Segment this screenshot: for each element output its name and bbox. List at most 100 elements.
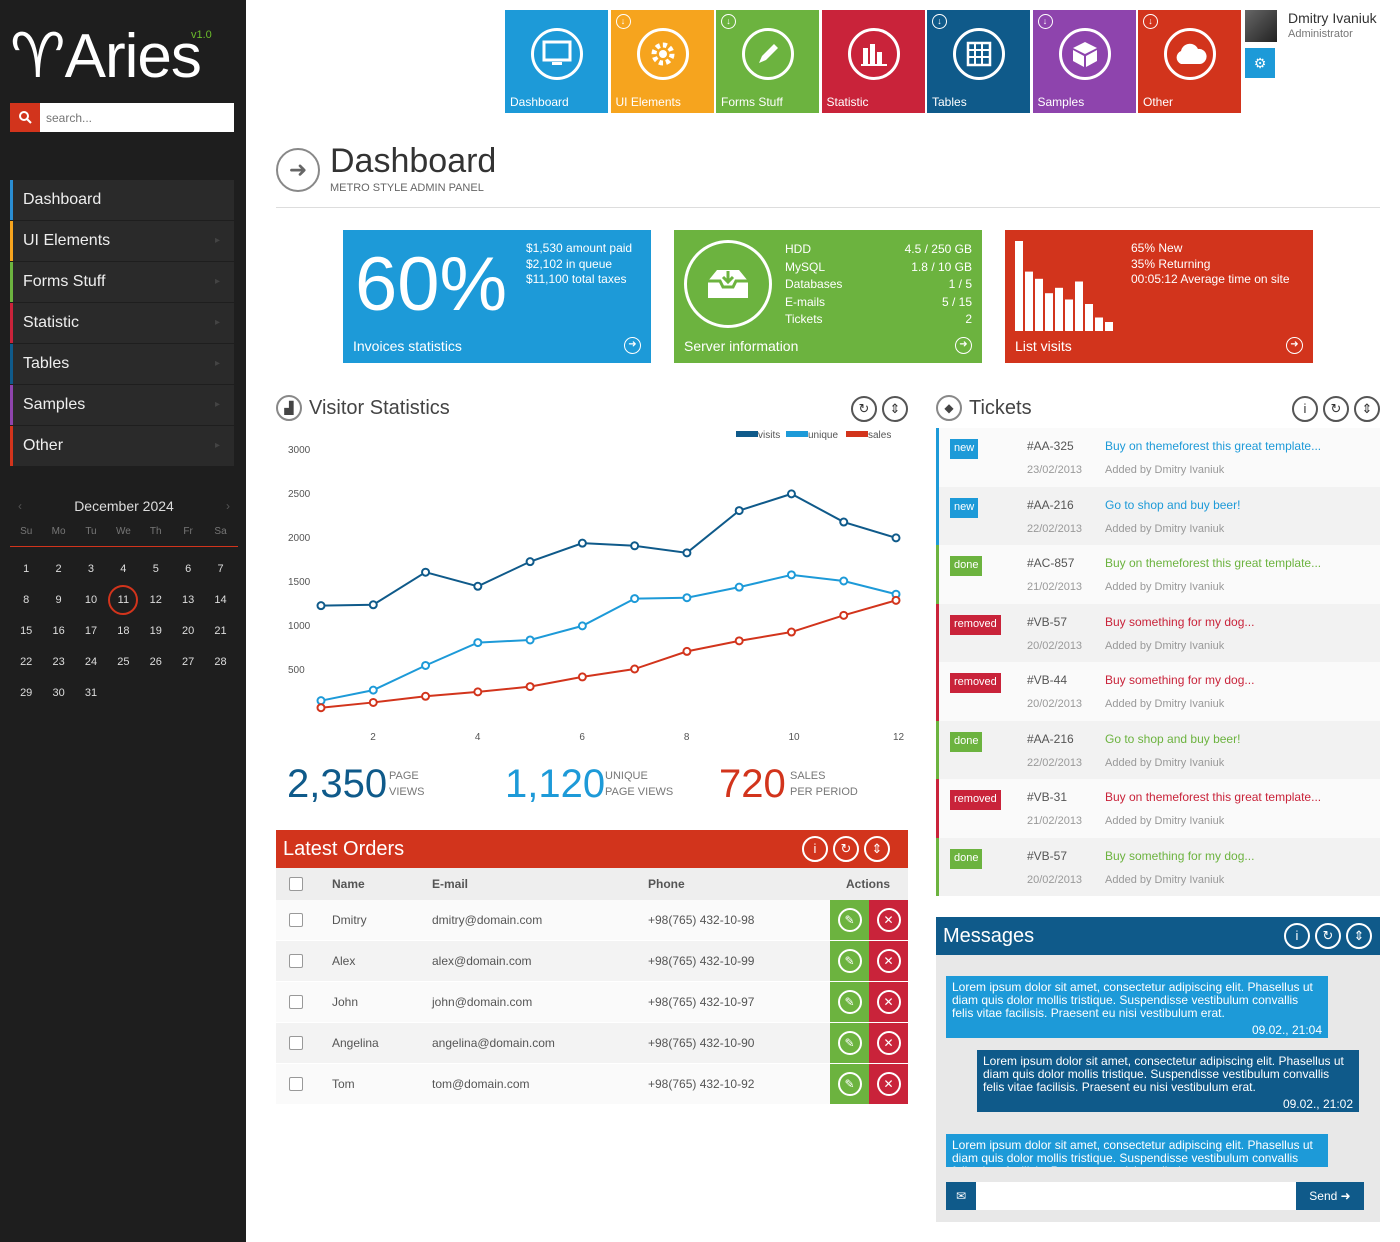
calendar-day[interactable]: 25 <box>117 656 130 668</box>
ticket-title-link[interactable]: Buy on themeforest this great template..… <box>1105 439 1322 453</box>
collapse-icon[interactable]: ⇕ <box>882 396 908 422</box>
calendar-day[interactable]: 19 <box>149 625 162 637</box>
ticket-title-link[interactable]: Go to shop and buy beer! <box>1105 731 1241 746</box>
calendar-day[interactable]: 29 <box>20 687 33 699</box>
arrow-right-icon[interactable]: ➜ <box>1286 337 1303 354</box>
server-stat-block[interactable]: HDD 4.5 / 250 GB MySQL 1.8 / 10 GB Databases… <box>674 230 982 363</box>
calendar-day[interactable]: 4 <box>120 563 127 575</box>
row-checkbox[interactable] <box>289 1077 303 1092</box>
sidebar-item-forms-stuff[interactable]: Forms Stuff ▸ <box>10 262 234 302</box>
calendar-day[interactable]: 12 <box>149 594 162 606</box>
calendar-day[interactable]: 6 <box>185 563 192 575</box>
ticket-item[interactable]: new #AA-325 23/02/2013 Buy on themeforest t… <box>936 428 1380 487</box>
calendar-day[interactable]: 27 <box>182 656 195 668</box>
user-name[interactable]: Dmitry Ivaniuk <box>1288 10 1377 26</box>
calendar-day[interactable]: 1 <box>23 563 30 575</box>
send-button[interactable]: Send ➜ <box>1296 1182 1364 1210</box>
sidebar-item-dashboard[interactable]: Dashboard <box>10 180 234 220</box>
tile-forms-stuff[interactable]: ↓ Forms Stuff <box>716 10 819 113</box>
row-checkbox[interactable] <box>289 954 303 969</box>
ticket-item[interactable]: done #VB-57 20/02/2013 Buy something for my… <box>936 837 1380 896</box>
col-name[interactable]: Name <box>332 868 432 900</box>
calendar-day[interactable]: 10 <box>84 594 98 606</box>
ticket-item[interactable]: removed #VB-44 20/02/2013 Buy something for… <box>936 662 1380 721</box>
calendar-day[interactable]: 9 <box>55 594 62 606</box>
tile-other[interactable]: ↓ Other <box>1138 10 1241 113</box>
sidebar-item-ui-elements[interactable]: UI Elements ▸ <box>10 221 234 261</box>
sidebar-item-statistic[interactable]: Statistic ▸ <box>10 303 234 343</box>
ticket-title-link[interactable]: Buy something for my dog... <box>1105 614 1255 629</box>
calendar-day[interactable]: 3 <box>87 563 95 575</box>
calendar-day[interactable]: 8 <box>23 594 30 606</box>
calendar-day[interactable]: 22 <box>20 656 33 668</box>
ticket-title-link[interactable]: Buy on themeforest this great template..… <box>1105 790 1322 804</box>
calendar-day[interactable]: 2 <box>55 563 62 575</box>
calendar-day[interactable]: 21 <box>214 625 227 637</box>
calendar-day[interactable]: 13 <box>182 594 195 606</box>
col-email[interactable]: E-mail <box>432 868 648 900</box>
calendar-day[interactable]: 24 <box>84 656 98 668</box>
edit-button[interactable]: ✎ <box>830 941 869 981</box>
tile-statistic[interactable]: Statistic <box>821 10 925 113</box>
ticket-title-link[interactable]: Go to shop and buy beer! <box>1105 497 1241 512</box>
calendar-day[interactable]: 20 <box>182 625 195 637</box>
search-input[interactable] <box>40 103 234 132</box>
refresh-icon[interactable]: ↻ <box>833 836 859 862</box>
sidebar-item-tables[interactable]: Tables ▸ <box>10 344 234 384</box>
arrow-right-icon[interactable]: ➜ <box>624 337 641 354</box>
edit-button[interactable]: ✎ <box>830 1023 869 1063</box>
info-icon[interactable]: i <box>802 836 828 862</box>
calendar-day[interactable]: 14 <box>214 594 227 606</box>
edit-button[interactable]: ✎ <box>830 1064 869 1104</box>
message-input[interactable] <box>976 1182 1296 1210</box>
calendar-day[interactable]: 26 <box>149 656 162 668</box>
delete-button[interactable]: ✕ <box>869 1023 908 1063</box>
sidebar-item-samples[interactable]: Samples ▸ <box>10 385 234 425</box>
ticket-item[interactable]: done #AA-216 22/02/2013 Go to shop and buy … <box>936 720 1380 779</box>
ticket-item[interactable]: new #AA-216 22/02/2013 Go to shop and buy b… <box>936 486 1380 545</box>
calendar-day[interactable]: 15 <box>20 625 33 637</box>
ticket-item[interactable]: done #AC-857 21/02/2013 Buy on themeforest … <box>936 545 1380 604</box>
avatar[interactable] <box>1245 10 1277 42</box>
edit-button[interactable]: ✎ <box>830 900 869 940</box>
calendar-day[interactable]: 30 <box>52 687 65 699</box>
delete-button[interactable]: ✕ <box>869 941 908 981</box>
calendar-day[interactable]: 5 <box>152 563 159 575</box>
delete-button[interactable]: ✕ <box>869 1064 908 1104</box>
col-phone[interactable]: Phone <box>648 868 828 900</box>
delete-button[interactable]: ✕ <box>869 982 908 1022</box>
tile-dashboard[interactable]: Dashboard <box>505 10 608 113</box>
delete-button[interactable]: ✕ <box>869 900 908 940</box>
select-all-checkbox[interactable] <box>289 877 303 892</box>
calendar-day[interactable]: 17 <box>84 625 98 637</box>
collapse-icon[interactable]: ⇕ <box>864 836 890 862</box>
prev-month-icon[interactable]: ‹ <box>18 499 22 513</box>
ticket-item[interactable]: removed #VB-57 20/02/2013 Buy something for… <box>936 603 1380 662</box>
calendar-day[interactable]: 16 <box>52 625 65 637</box>
info-icon[interactable]: i <box>1284 923 1310 949</box>
search-icon[interactable] <box>10 103 40 132</box>
arrow-right-icon[interactable]: ➜ <box>955 337 972 354</box>
collapse-icon[interactable]: ⇕ <box>1346 923 1372 949</box>
ticket-title-link[interactable]: Buy on themeforest this great template..… <box>1105 556 1322 570</box>
calendar-day[interactable]: 23 <box>52 656 65 668</box>
tile-samples[interactable]: ↓ Samples <box>1032 10 1136 113</box>
next-month-icon[interactable]: › <box>226 499 230 513</box>
row-checkbox[interactable] <box>289 995 303 1010</box>
calendar-day[interactable]: 31 <box>84 687 98 699</box>
calendar-day[interactable]: 11 <box>108 585 139 615</box>
refresh-icon[interactable]: ↻ <box>1315 923 1341 949</box>
calendar-day[interactable]: 28 <box>214 656 227 668</box>
row-checkbox[interactable] <box>289 1036 303 1051</box>
info-icon[interactable]: i <box>1292 396 1318 422</box>
settings-gear-icon[interactable]: ⚙ <box>1245 48 1275 78</box>
calendar-day[interactable]: 18 <box>117 625 130 637</box>
tile-tables[interactable]: ↓ Tables <box>927 10 1030 113</box>
sidebar-item-other[interactable]: Other ▸ <box>10 426 234 466</box>
invoices-stat-block[interactable]: 60% $1,530 amount paid $2,102 in queue $11… <box>343 230 651 363</box>
visits-stat-block[interactable]: 65% New 35% Returning 00:05:12 Average tim… <box>1005 230 1313 363</box>
row-checkbox[interactable] <box>289 913 303 928</box>
ticket-title-link[interactable]: Buy something for my dog... <box>1105 848 1255 863</box>
collapse-icon[interactable]: ⇕ <box>1354 396 1380 422</box>
edit-button[interactable]: ✎ <box>830 982 869 1022</box>
